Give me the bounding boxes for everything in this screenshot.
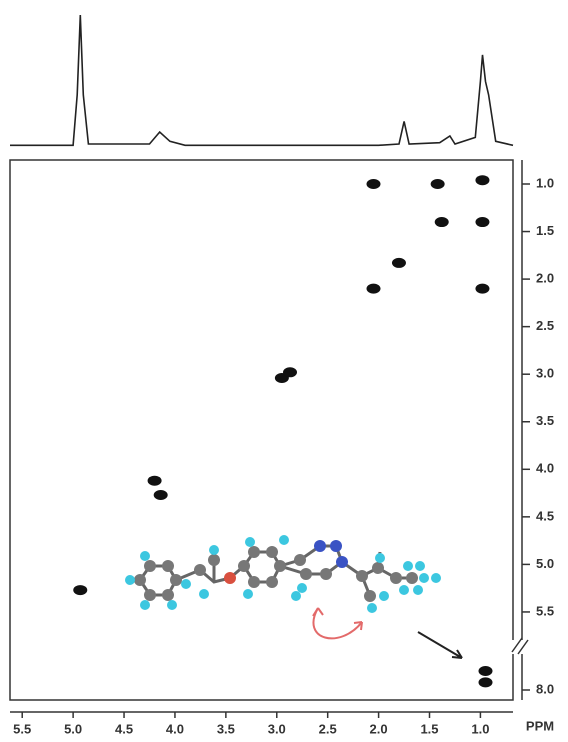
y-tick-label: 3.5 [536,413,554,428]
pointer-arrow [417,631,463,659]
cross-peak [478,665,493,676]
cross-peak [366,179,381,189]
cross-peak [430,179,445,189]
x-tick-label: 2.0 [370,721,388,736]
x-tick-label: 5.5 [13,721,31,736]
noe-arrow [312,607,363,640]
x-tick-label: 5.0 [64,721,82,736]
y-tick-label: 5.0 [536,556,554,571]
x-tick-label: 4.5 [115,721,133,736]
plot-frame [9,159,514,701]
cross-peak [153,489,168,500]
cross-peak [475,283,490,294]
cross-peak [147,475,162,486]
cross-peak [366,283,381,294]
y-tick-label: 1.0 [536,175,554,190]
noe-arrowheads [312,607,363,631]
x-axis-label: PPM [526,718,554,733]
cross-peak [391,257,406,268]
x-tick-label: 4.0 [166,721,184,736]
x-tick-label: 3.0 [268,721,286,736]
y-tick-label: 4.5 [536,508,554,523]
y-tick-label: 2.0 [536,271,554,286]
y-tick-label: 1.5 [536,223,554,238]
x-tick-label: 1.5 [420,721,438,736]
cross-peak [475,217,490,228]
x-tick-label: 1.0 [471,721,489,736]
cross-peak [434,217,449,228]
y-tick-label: 3.0 [536,366,554,381]
axis-break [511,637,529,655]
x-tick-label: 3.5 [217,721,235,736]
cross-peak [73,585,88,596]
cross-peak [475,175,490,186]
x-tick-label: 2.5 [319,721,337,736]
cross-peak [283,367,298,378]
y-tick-label: 4.0 [536,461,554,476]
y-tick-label: 5.5 [536,603,554,618]
cross-peak [478,677,493,688]
spectrum-line [10,14,514,147]
molecule [125,535,441,613]
y-tick-label: 8.0 [536,681,554,696]
y-tick-label: 2.5 [536,318,554,333]
